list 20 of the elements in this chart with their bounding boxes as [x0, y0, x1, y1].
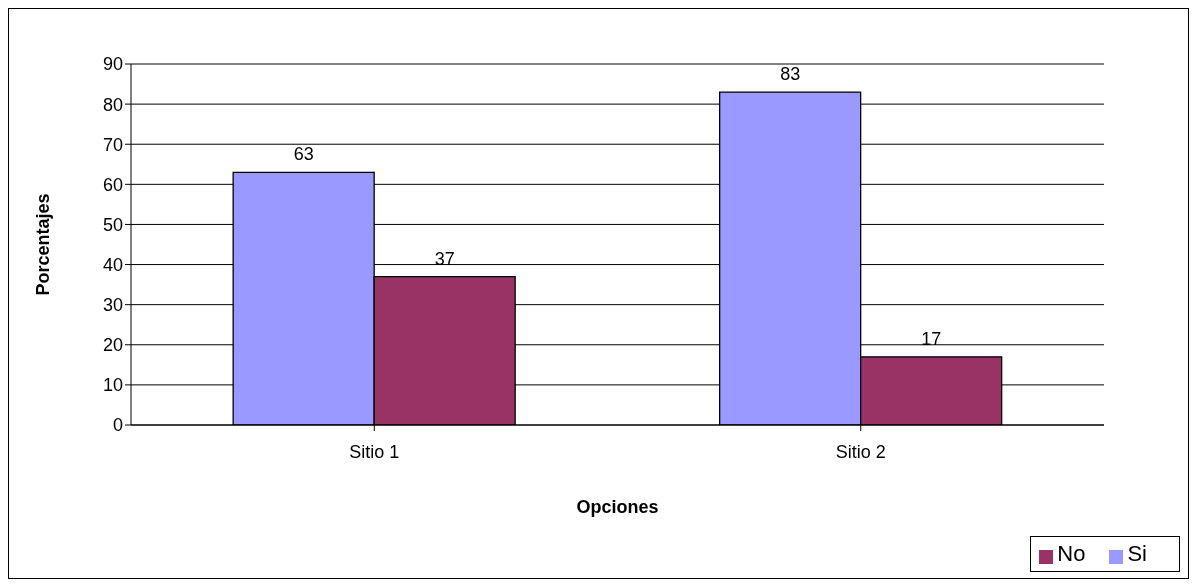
y-axis-title: Porcentajes	[33, 193, 54, 296]
y-tick-label: 60	[102, 174, 123, 195]
x-axis-title: Opciones	[576, 496, 659, 517]
y-tick-label: 30	[102, 295, 123, 316]
legend-label: No	[1057, 541, 1086, 566]
y-tick-label: 10	[102, 375, 123, 396]
y-tick-label: 40	[102, 254, 123, 275]
legend-label: Si	[1127, 541, 1147, 566]
y-tick-label: 90	[102, 54, 123, 75]
data-label: 17	[921, 328, 942, 349]
y-tick-label: 70	[102, 134, 123, 155]
data-label: 63	[293, 144, 314, 165]
data-label: 37	[434, 248, 455, 269]
y-tick-label: 50	[102, 214, 123, 235]
y-tick-label: 20	[102, 335, 123, 356]
y-tick-label: 0	[112, 415, 123, 436]
y-tick-label: 80	[102, 94, 123, 115]
data-label: 83	[780, 64, 801, 85]
x-tick-label: Sitio 2	[835, 441, 886, 462]
x-tick-label: Sitio 1	[349, 441, 400, 462]
